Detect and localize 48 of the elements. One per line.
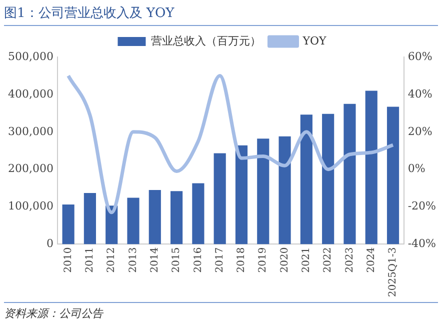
legend-label: 营业总收入（百万元） [151, 34, 262, 48]
bar [214, 153, 226, 244]
text: 资料来源：公司公告 [4, 302, 438, 321]
bar [278, 136, 291, 244]
x-tick-label: 2018 [236, 247, 248, 273]
y-tick-label: 200,000 [8, 162, 54, 176]
bar [84, 192, 96, 244]
x-tick-label: 2019 [258, 247, 269, 273]
bar [386, 106, 400, 244]
y-tick-label: 300,000 [8, 124, 54, 138]
bar [62, 204, 74, 244]
x-tick-label: 2020 [279, 247, 290, 273]
x-tick-label: 2024 [366, 247, 377, 273]
bar [344, 104, 356, 244]
bar [257, 138, 270, 244]
x-tick-label: 2017 [214, 247, 226, 273]
legend-label: YOY [302, 34, 328, 48]
y2-tick-label: 40% [408, 87, 432, 100]
y2-tick-label: 20% [408, 124, 432, 138]
x-tick-label: 2025Q1-3 [388, 247, 399, 298]
x-tick-label: 2021 [301, 247, 312, 273]
y-tick-label: 100,000 [8, 200, 54, 213]
y-tick-label: 500,000 [8, 50, 54, 63]
bar [322, 114, 334, 244]
bar [192, 183, 204, 244]
bar [365, 90, 378, 244]
bar [148, 190, 161, 244]
x-tick-label: 2015 [171, 247, 182, 273]
chart-title: 图1：公司营业总收入及 YOY [4, 4, 438, 26]
x-tick-label: 2014 [149, 247, 160, 273]
y2-tick-label: 60% [408, 50, 432, 63]
y2-tick-label: 0% [408, 162, 426, 176]
y-tick-label: 0 [46, 237, 54, 250]
x-tick-label: 2011 [84, 247, 96, 273]
bar [235, 145, 248, 244]
x-tick-label: 2016 [192, 247, 204, 273]
y2-tick-label: -40% [408, 237, 436, 250]
bar [170, 191, 183, 244]
x-tick-label: 2012 [106, 247, 118, 273]
bar [300, 114, 312, 244]
y2-tick-label: -20% [408, 200, 436, 213]
line-series [66, 74, 395, 214]
bar [127, 198, 140, 244]
x-tick-label: 2022 [322, 247, 334, 273]
x-tick-label: 2010 [62, 247, 74, 273]
x-tick-label: 2013 [128, 247, 139, 273]
x-tick-label: 2023 [344, 247, 356, 273]
y-tick-label: 400,000 [8, 87, 54, 100]
